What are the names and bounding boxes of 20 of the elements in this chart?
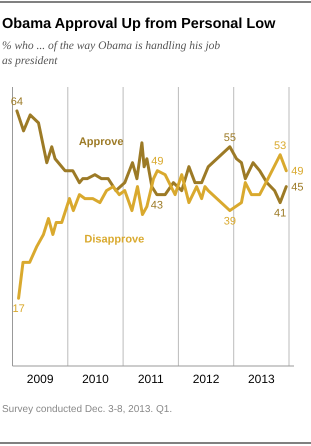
data-label: 49 [291, 166, 304, 178]
data-label: 53 [274, 140, 286, 152]
series-label: Approve [78, 136, 124, 148]
x-tick-label: 2011 [138, 372, 164, 386]
data-label: 45 [291, 182, 304, 194]
data-label: 17 [12, 303, 25, 316]
x-tick-label: 2009 [26, 372, 54, 386]
data-label: 55 [224, 132, 236, 144]
x-tick-label: 2012 [192, 372, 220, 386]
chart-title: Obama Approval Up from Personal Low [2, 16, 276, 32]
x-tick-label: 2013 [248, 372, 276, 386]
data-label: 41 [274, 208, 286, 220]
data-label: 43 [150, 200, 163, 212]
data-label: 39 [224, 216, 236, 228]
x-tick-label: 2010 [82, 372, 110, 386]
data-label: 49 [151, 156, 164, 168]
series-label: Disapprove [84, 233, 144, 246]
text: Survey conducted Dec. 3-8, 2013. Q1. [2, 404, 172, 415]
data-label: 64 [10, 96, 24, 108]
chart-subtitle: % who ... of the way Obama is handling his job as president [2, 40, 220, 67]
